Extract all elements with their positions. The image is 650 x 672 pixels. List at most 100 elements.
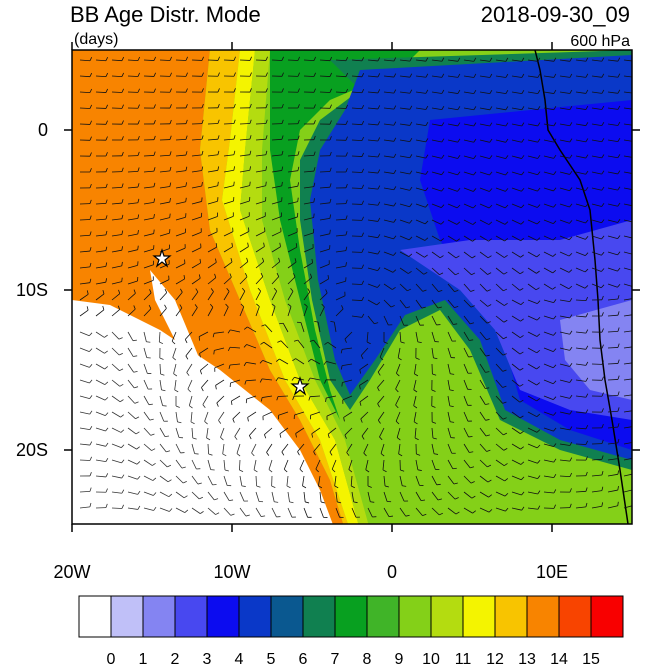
units: (days) [74,31,118,48]
map-field [60,50,636,530]
wind-barb-flag [170,214,171,218]
wind-barb-flag [634,391,635,395]
colorbar-label: 1 [139,651,148,667]
wind-barb-flag [186,198,187,202]
wind-barb-flag [634,90,636,94]
wind-barb-flag [634,235,636,238]
wind-barb-flag [634,359,635,363]
wind-barb [352,300,362,301]
wind-barb [608,379,618,380]
wind-barb [160,364,161,374]
colorbar-label: 12 [486,651,504,667]
wind-barb-flag [634,438,635,442]
wind-barb [288,139,298,140]
x-tick-label: 0 [387,562,397,582]
colorbar-box [79,596,111,637]
wind-barb-flag [298,198,299,202]
wind-barb-flag [634,251,636,254]
wind-barb-flag [634,154,636,157]
wind-barb [352,172,362,173]
x-tick-label: 10W [213,562,250,582]
colorbar-label: 14 [550,651,568,667]
wind-barb [608,363,618,364]
wind-barb-flag [634,203,636,206]
wind-barb-flag [634,106,636,109]
wind-barb [240,123,250,124]
colorbar-box [143,596,175,637]
colorbar-label: 6 [299,651,308,667]
colorbar-label: 4 [235,651,244,667]
colorbar-box [271,596,303,637]
wind-barb [80,219,90,220]
wind-barb-flag [146,342,150,343]
colorbar-box [175,596,207,637]
wind-barb-flag [634,74,636,78]
colorbar-label: 7 [331,651,340,667]
colorbar-box [239,596,271,637]
x-tick-label: 10E [536,562,568,582]
wind-barb-flag [634,58,636,62]
colorbar-box [207,596,239,637]
colorbar-box [335,596,367,637]
wind-barb [576,444,586,445]
wind-barb [278,396,288,397]
date: 2018-09-30_09 [481,2,630,27]
wind-barb-flag [296,243,297,247]
wind-barb-flag [634,343,635,347]
wind-barb-flag [138,246,139,250]
wind-barb-flag [250,182,251,186]
wind-barb [320,171,330,172]
wind-barb-flag [634,268,636,271]
colorbar-box [591,596,623,637]
colorbar-label: 8 [363,651,372,667]
wind-barb-flag [234,182,235,186]
wind-barb [80,108,90,109]
colorbar-label: 9 [395,651,404,667]
wind-barb-flag [634,138,636,141]
wind-barb-flag [453,468,457,469]
colorbar-label: 2 [171,651,180,667]
colorbar-label: 11 [455,651,472,667]
wind-barb-flag [634,311,635,315]
colorbar-label: 0 [107,651,116,667]
wind-barb-flag [122,278,123,282]
colorbar-box [431,596,463,637]
wind-barb [160,60,170,61]
wind-barb [96,92,106,93]
colorbar-box [527,596,559,637]
colorbar-label: 10 [422,651,440,667]
wind-barb-flag [634,470,635,474]
wind-barb-flag [149,404,153,405]
wind-barb-flag [154,230,155,234]
wind-barb-flag [634,407,635,411]
wind-barb [224,123,234,124]
wind-barb [128,76,138,77]
wind-barb-flag [266,182,267,186]
wind-barb-flag [634,219,636,222]
colorbar-box [559,596,591,637]
wind-barb-flag [216,243,217,247]
colorbar-label: 13 [518,651,536,667]
y-tick-label: 20S [16,440,48,460]
wind-barb-flag [279,323,283,324]
wind-barb [288,60,298,61]
y-tick-label: 10S [16,280,48,300]
wind-barb-flag [634,284,636,287]
colorbar-box [399,596,431,637]
colorbar-label: 3 [203,651,212,667]
wind-barb-flag [634,422,635,426]
wind-barb-flag [634,170,636,173]
title: BB Age Distr. Mode [70,2,261,27]
wind-barb-flag [214,350,215,354]
x-tick-label: 20W [53,562,90,582]
wind-barb-flag [634,327,635,331]
colorbar-box [303,596,335,637]
wind-barb-flag [634,454,635,458]
y-tick-label: 0 [38,120,48,140]
level: 600 hPa [570,33,630,50]
wind-barb-flag [634,122,636,125]
colorbar-box [495,596,527,637]
wind-barb-flag [370,502,374,503]
